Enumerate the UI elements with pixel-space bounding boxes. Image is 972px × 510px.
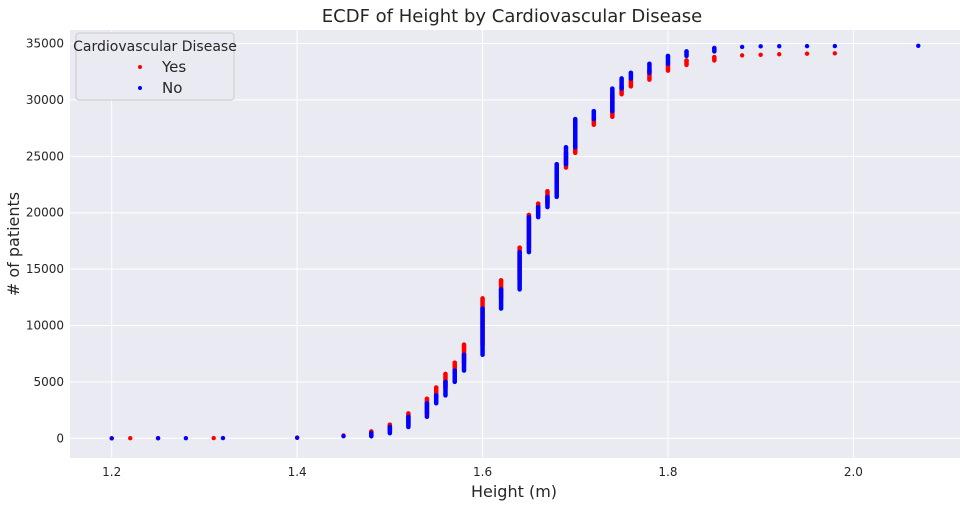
data-point [498,287,504,292]
data-point [832,51,838,56]
data-point [591,109,597,114]
data-point [712,45,717,51]
data-point [461,342,467,347]
chart-title: ECDF of Height by Cardiovascular Disease [322,6,702,27]
data-point [211,435,216,441]
y-tick-label: 15000 [26,262,64,276]
y-tick-label: 5000 [33,375,64,389]
legend-box [75,32,235,101]
data-point [517,245,522,250]
data-point [452,368,457,373]
data-point [109,436,114,441]
x-tick-label: 1.6 [473,465,492,479]
data-point [684,49,689,54]
legend-label-no: No [162,79,182,97]
data-point [220,435,226,441]
legend-title: Cardiovascular Disease [73,39,237,55]
tick-labels: 1.2 1.4 1.6 1.8 2.0 0 5000 10000 15000 20000 25000… [26,37,863,479]
data-point [777,44,782,49]
data-point [517,249,522,255]
data-point [535,204,541,210]
data-point [498,278,504,283]
legend-label-yes: Yes [161,58,186,76]
legend-marker-no [138,86,142,90]
data-point [183,435,189,441]
y-axis-label: # of patients [4,192,23,296]
legend-marker-yes [138,65,142,69]
data-point [619,76,624,81]
data-point [832,43,838,49]
data-point [712,54,717,60]
data-point [526,215,532,220]
data-point [387,424,393,430]
y-tick-label: 20000 [26,206,64,220]
data-point [433,385,439,390]
data-point [433,393,439,398]
data-point [665,53,671,59]
data-point [739,44,745,50]
plot-area [70,30,960,458]
legend: Cardiovascular Disease Yes No [73,32,237,101]
data-point [128,436,133,441]
data-point [155,436,161,441]
y-tick-label: 0 [56,431,64,445]
data-point [647,61,652,67]
data-point [804,51,810,56]
series-layer [109,43,921,441]
data-point [804,43,810,49]
data-point [739,53,745,58]
data-point [563,145,569,150]
y-tick-label: 10000 [26,318,64,332]
data-point [535,201,541,206]
data-point [758,52,763,58]
data-point [443,371,448,377]
data-point [545,194,550,200]
data-point [480,306,485,311]
data-point [554,162,559,167]
data-point [294,435,300,441]
data-point [452,360,457,365]
data-point [341,434,346,439]
x-tick-label: 1.8 [658,465,677,479]
x-tick-label: 1.4 [288,465,307,479]
data-point [480,296,485,301]
grid-lines [70,30,960,458]
x-axis-label: Height (m) [471,482,557,501]
y-tick-label: 25000 [26,149,64,163]
data-point [406,411,411,416]
data-point [369,430,374,436]
data-point [424,401,430,406]
data-point [424,396,430,401]
data-point [573,116,578,122]
data-point [628,70,634,76]
data-point [684,58,689,63]
data-point [916,43,921,48]
x-tick-label: 2.0 [844,465,863,479]
data-point [461,352,467,358]
series-no [109,43,921,441]
data-point [406,414,411,420]
data-point [610,86,615,91]
y-tick-label: 30000 [26,93,64,107]
data-point [545,189,550,194]
y-tick-label: 35000 [26,37,64,51]
data-point [443,379,448,385]
data-point [758,44,763,49]
x-tick-label: 1.2 [102,465,121,479]
data-point [777,52,782,57]
